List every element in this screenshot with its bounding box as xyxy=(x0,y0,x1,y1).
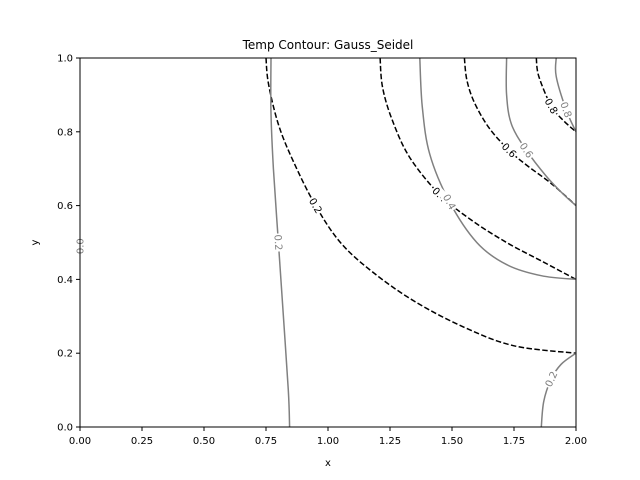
contour-label-gap xyxy=(439,191,460,213)
contour-label-gap xyxy=(541,368,561,390)
x-tick-label: 0.75 xyxy=(255,436,277,447)
y-tick-label: 0.4 xyxy=(57,275,73,286)
contour-label: 0.0 xyxy=(75,238,86,254)
x-tick-label: 0.00 xyxy=(69,436,91,447)
dashed-contour-line xyxy=(265,57,577,354)
y-axis-label: y xyxy=(30,239,41,245)
contour-label-gap xyxy=(516,139,537,162)
x-tick-label: 0.25 xyxy=(131,436,153,447)
y-axis: 0.0 0.2 0.4 0.6 0.8 1.0 xyxy=(57,54,80,434)
y-tick-label: 0.8 xyxy=(57,127,73,138)
solid-contour-line xyxy=(419,57,577,281)
chart-title: Temp Contour: Gauss_Seidel xyxy=(242,38,414,52)
x-tick-label: 1.00 xyxy=(317,436,339,447)
solid-contour-line xyxy=(554,57,577,133)
dashed-contour-line xyxy=(463,57,577,207)
x-axis-label: x xyxy=(325,458,331,469)
plot-frame xyxy=(79,57,577,428)
contour-label-gap xyxy=(271,233,285,252)
x-tick-label: 0.50 xyxy=(193,436,215,447)
contour-label-gap xyxy=(305,194,326,217)
contour-label-gap xyxy=(541,95,561,117)
y-tick-label: 1.0 xyxy=(57,54,73,65)
x-axis: 0.00 0.25 0.50 0.75 1.00 1.25 1.50 1.75 2.00 xyxy=(69,427,587,447)
x-tick-label: 1.25 xyxy=(379,436,401,447)
x-tick-label: 2.00 xyxy=(565,436,587,447)
y-tick-label: 0.2 xyxy=(57,349,73,360)
contour-label: 0.2 xyxy=(271,234,283,251)
y-tick-label: 0.0 xyxy=(57,423,73,434)
x-tick-label: 1.75 xyxy=(503,436,525,447)
x-tick-label: 1.50 xyxy=(441,436,463,447)
contour-label-gap xyxy=(557,99,575,121)
contour-label-gap xyxy=(498,139,520,161)
contour-label: 0.8 xyxy=(557,101,573,120)
y-tick-label: 0.6 xyxy=(57,201,73,212)
contour-label-layer: 0.20.40.60.80.20.40.60.80.20.0 xyxy=(73,95,575,390)
